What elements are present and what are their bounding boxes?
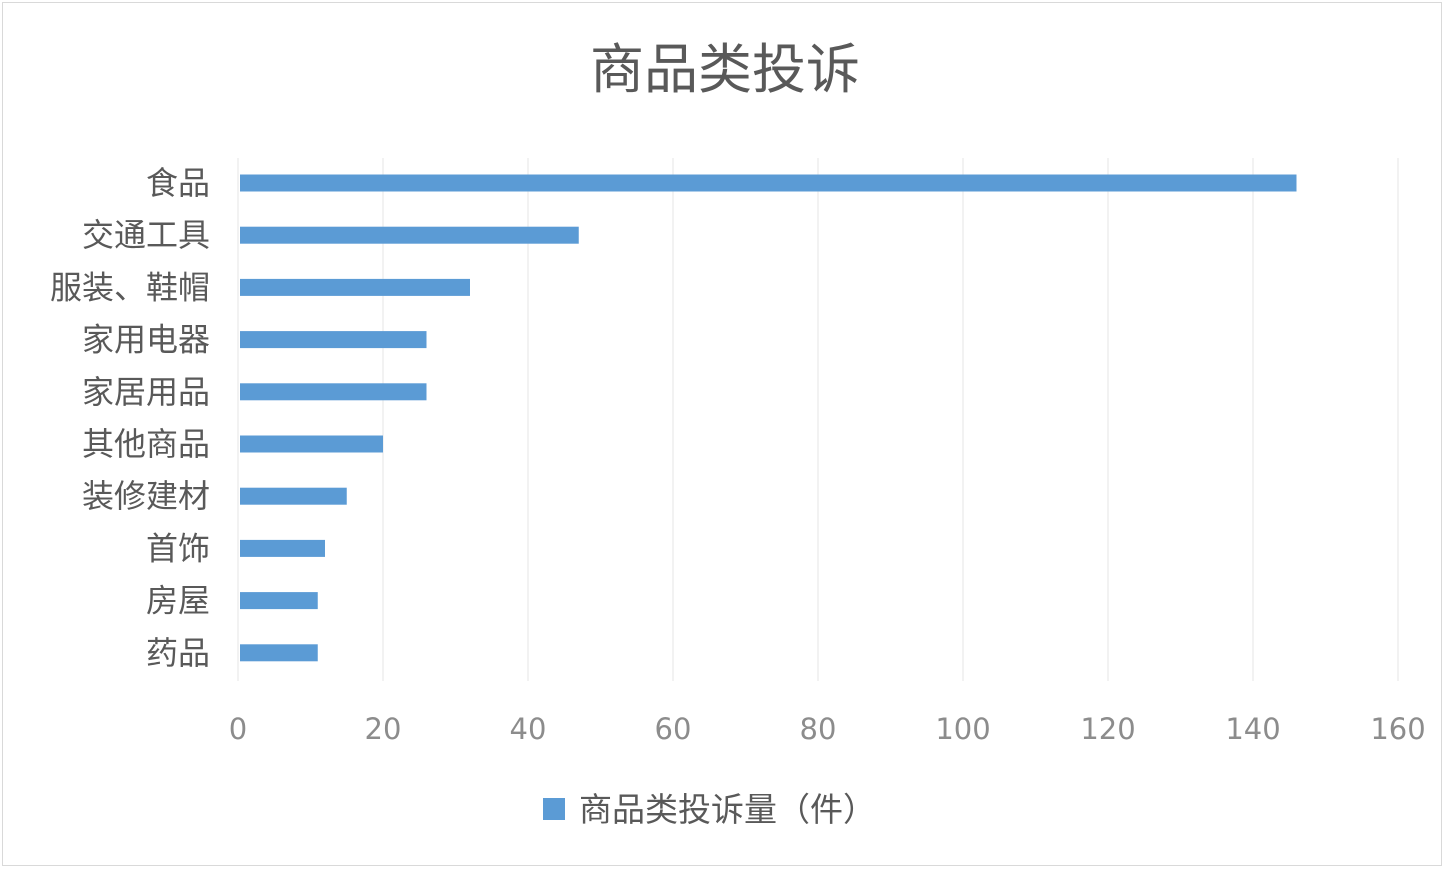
category-label: 交通工具 bbox=[82, 216, 210, 254]
legend: 商品类投诉量（件） bbox=[543, 790, 876, 829]
bar bbox=[240, 383, 427, 401]
bar bbox=[240, 331, 427, 349]
x-tick-label: 40 bbox=[510, 712, 547, 746]
category-label: 服装、鞋帽 bbox=[50, 268, 210, 306]
category-label: 装修建材 bbox=[82, 477, 210, 515]
legend-swatch bbox=[543, 798, 565, 820]
bar bbox=[240, 539, 325, 557]
category-label: 家居用品 bbox=[82, 373, 210, 411]
category-label: 食品 bbox=[146, 164, 210, 202]
bars bbox=[240, 174, 1297, 662]
bar bbox=[240, 226, 579, 244]
x-tick-label: 120 bbox=[1080, 712, 1135, 746]
bar bbox=[240, 592, 318, 610]
x-tick-label: 140 bbox=[1225, 712, 1280, 746]
category-label: 药品 bbox=[146, 634, 210, 672]
bar bbox=[240, 278, 470, 296]
x-tick-label: 60 bbox=[655, 712, 692, 746]
chart-title: 商品类投诉 bbox=[590, 38, 860, 101]
bar-chart: 商品类投诉 食品交通工具服装、鞋帽家用电器家居用品其他商品装修建材首饰房屋药品 … bbox=[50, 38, 1426, 829]
legend-label: 商品类投诉量（件） bbox=[579, 790, 876, 829]
bar bbox=[240, 487, 347, 505]
bar bbox=[240, 644, 318, 662]
category-label: 家用电器 bbox=[82, 321, 210, 359]
category-label: 首饰 bbox=[146, 529, 210, 567]
x-axis-tick-labels: 0 20 40 60 80 100 120 140 160 bbox=[229, 712, 1426, 746]
x-tick-label: 0 bbox=[229, 712, 247, 746]
x-tick-label: 20 bbox=[365, 712, 402, 746]
x-tick-label: 160 bbox=[1370, 712, 1425, 746]
gridlines bbox=[237, 158, 1399, 681]
bar bbox=[240, 435, 383, 453]
x-tick-label: 100 bbox=[935, 712, 990, 746]
category-label: 房屋 bbox=[146, 582, 210, 620]
category-label: 其他商品 bbox=[82, 425, 210, 463]
bar bbox=[240, 174, 1297, 192]
x-tick-label: 80 bbox=[800, 712, 837, 746]
